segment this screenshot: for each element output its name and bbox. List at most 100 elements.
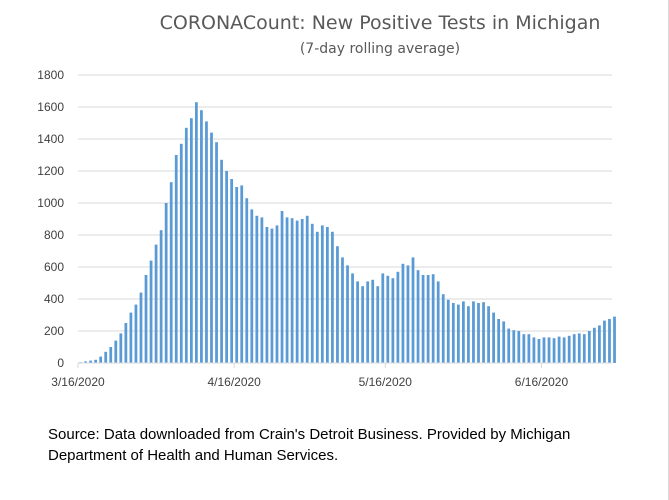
- bar: [285, 217, 289, 363]
- bar: [169, 182, 173, 363]
- bar: [577, 333, 581, 363]
- chart-title: CORONACount: New Positive Tests in Michi…: [159, 12, 601, 34]
- bar: [144, 275, 148, 363]
- bar: [361, 286, 365, 363]
- y-tick-label: 200: [44, 324, 64, 338]
- bar: [215, 142, 218, 363]
- bar: [341, 257, 344, 363]
- bar: [295, 220, 299, 363]
- bar: [562, 337, 566, 363]
- bar: [270, 228, 274, 363]
- bar: [346, 265, 349, 363]
- y-tick-label: 1400: [37, 132, 64, 146]
- bar: [406, 265, 410, 363]
- y-tick-label: 1000: [37, 196, 64, 210]
- y-tick-label: 400: [44, 292, 64, 306]
- bar: [467, 306, 470, 363]
- bar: [320, 225, 324, 363]
- bar: [134, 304, 138, 363]
- bar: [149, 260, 153, 363]
- bar: [235, 187, 239, 363]
- bar: [280, 211, 284, 363]
- bar: [401, 263, 405, 363]
- bar: [502, 321, 506, 363]
- bar: [608, 319, 611, 363]
- bar: [265, 227, 269, 363]
- bar: [592, 327, 596, 363]
- bar: [260, 217, 264, 363]
- bar: [220, 159, 223, 363]
- bar: [205, 121, 208, 364]
- bar: [179, 143, 183, 363]
- bar: [245, 198, 249, 363]
- bar: [532, 337, 536, 363]
- chart-subtitle: (7-day rolling average): [299, 41, 461, 57]
- gridlines: [78, 74, 612, 332]
- bar: [582, 334, 586, 363]
- bar: [351, 273, 354, 363]
- source-note: Source: Data downloaded from Crain's Det…: [48, 426, 571, 464]
- y-tick-label: 800: [44, 228, 64, 242]
- bar: [124, 323, 128, 363]
- bar: [250, 209, 254, 363]
- bar: [492, 312, 495, 363]
- bar: [174, 155, 178, 363]
- bar: [109, 347, 113, 363]
- bar: [542, 337, 546, 363]
- bar: [537, 339, 541, 363]
- bar: [114, 340, 118, 363]
- y-tick-label: 1200: [37, 164, 64, 178]
- bar: [456, 304, 460, 363]
- bar: [225, 171, 228, 363]
- bar: [441, 294, 445, 363]
- bar: [189, 118, 193, 363]
- bar: [210, 132, 213, 363]
- bar: [84, 361, 87, 363]
- axes: 0 200 400 600 800 1000 1200 1400 1600 1800 3/16/20…: [37, 68, 612, 389]
- bar: [255, 215, 259, 363]
- bar: [139, 292, 143, 363]
- bar: [411, 257, 415, 363]
- bar: [572, 334, 576, 363]
- chart-plot: 0 200 400 600 800 1000 1200 1400 1600 1800 3/16/20…: [37, 68, 616, 389]
- bar: [547, 337, 551, 363]
- bars: [79, 102, 616, 364]
- bar: [598, 325, 601, 363]
- bar: [119, 333, 123, 363]
- bar: [89, 360, 92, 363]
- bar: [613, 316, 616, 363]
- bar: [436, 281, 440, 363]
- bar: [164, 203, 168, 363]
- bar: [99, 356, 103, 363]
- bar: [305, 215, 309, 363]
- bar: [94, 359, 98, 363]
- bar: [587, 331, 591, 363]
- bar: [603, 320, 606, 363]
- bar: [482, 302, 485, 363]
- bar: [507, 328, 511, 363]
- bar: [527, 334, 531, 363]
- x-tick-label: 3/16/2020: [51, 375, 105, 389]
- bar: [200, 110, 203, 363]
- y-tick-label: 600: [44, 260, 64, 274]
- y-tick-label: 1800: [37, 68, 64, 82]
- bar: [497, 319, 501, 363]
- bar: [310, 223, 314, 363]
- bar: [184, 127, 188, 363]
- bar: [446, 299, 450, 363]
- bar: [159, 230, 163, 363]
- bar: [431, 274, 435, 363]
- bar: [240, 185, 244, 363]
- y-tick-label: 0: [57, 356, 64, 370]
- bar: [376, 286, 380, 363]
- bar: [477, 303, 480, 363]
- x-tick-label: 4/16/2020: [207, 375, 261, 389]
- bar: [487, 306, 490, 363]
- bar: [366, 281, 370, 363]
- bar: [356, 281, 359, 363]
- bar: [104, 351, 108, 363]
- bar: [421, 275, 425, 363]
- bar: [381, 273, 385, 363]
- y-tick-label: 1600: [37, 100, 64, 114]
- bar: [386, 275, 390, 363]
